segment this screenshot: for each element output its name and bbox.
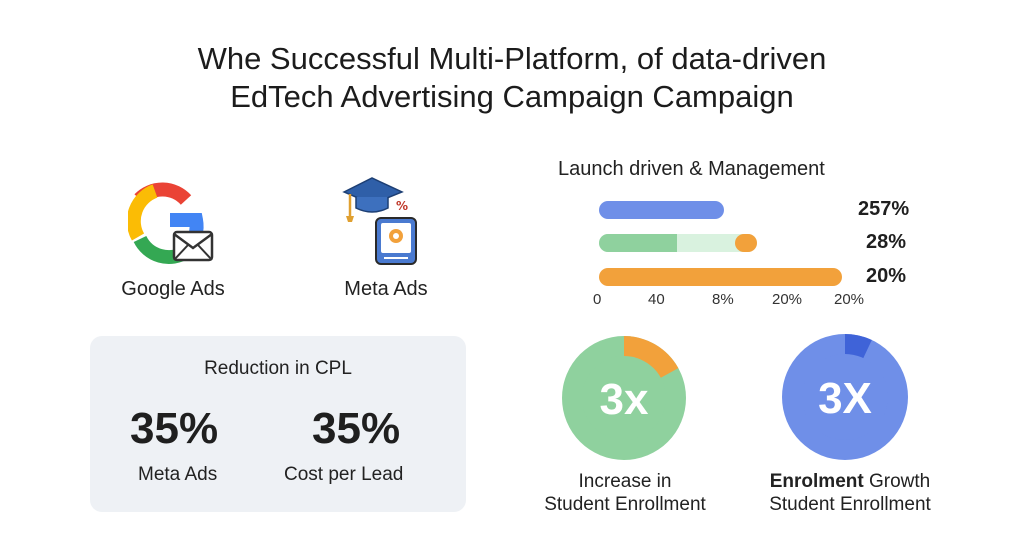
donut-value: 3x xyxy=(600,375,649,424)
bar-segment xyxy=(599,234,677,252)
bar-percent-label: 28% xyxy=(866,231,907,253)
bar-track xyxy=(599,268,842,286)
platform-label-meta: Meta Ads xyxy=(344,278,428,300)
donut-label-line: Student Enrollment xyxy=(769,494,931,515)
google-mail-icon xyxy=(123,182,218,266)
tick-label: 0 xyxy=(593,291,602,308)
donut-inner xyxy=(802,354,888,440)
cpl-stat-value-1: 35% xyxy=(130,404,219,453)
graduation-cap-tablet-icon: % xyxy=(340,172,424,268)
title-line-1: Whe Successful Multi-Platform, of data-d… xyxy=(197,41,827,76)
donut-chart-growth: 3X xyxy=(782,334,908,460)
cpl-card: Reduction in CPL 35% Meta Ads 35% Cost p… xyxy=(90,336,466,512)
cpl-stat-value-2: 35% xyxy=(312,404,401,453)
bars-title: Launch driven & Management xyxy=(558,158,825,180)
bar-track xyxy=(599,234,757,252)
cpl-stat-label-1: Meta Ads xyxy=(138,464,218,485)
bar-percent-label: 257% xyxy=(858,198,910,220)
page-title: Whe Successful Multi-Platform, of data-d… xyxy=(0,40,1024,116)
donut-label-line: Increase in xyxy=(578,471,672,492)
donut-value: 3X xyxy=(818,374,872,423)
bar-end-dot xyxy=(735,234,757,252)
cpl-title: Reduction in CPL xyxy=(204,358,352,379)
tick-label: 20% xyxy=(834,291,865,308)
bar-track xyxy=(599,201,724,219)
tick-label: 40 xyxy=(648,291,665,308)
platform-label-google: Google Ads xyxy=(121,278,225,300)
svg-text:%: % xyxy=(396,199,408,213)
title-line-2: EdTech Advertising Campaign Campaign xyxy=(230,79,794,114)
cpl-stat-label-2: Cost per Lead xyxy=(284,464,404,485)
tick-label: 20% xyxy=(772,291,803,308)
donut-chart-enrollment: 3x xyxy=(562,336,686,460)
tick-label: 8% xyxy=(712,291,734,308)
donut-label-1: Increase in Student Enrollment xyxy=(520,470,730,516)
donut-label-line: Growth xyxy=(863,471,931,492)
donut-label-bold: Enrolment xyxy=(769,471,864,492)
donut-inner xyxy=(582,356,666,440)
donut-label-2: Enrolment Growth Student Enrollment xyxy=(744,470,956,516)
donut-label-line: Student Enrollment xyxy=(544,494,706,515)
bar-percent-label: 20% xyxy=(866,265,907,287)
